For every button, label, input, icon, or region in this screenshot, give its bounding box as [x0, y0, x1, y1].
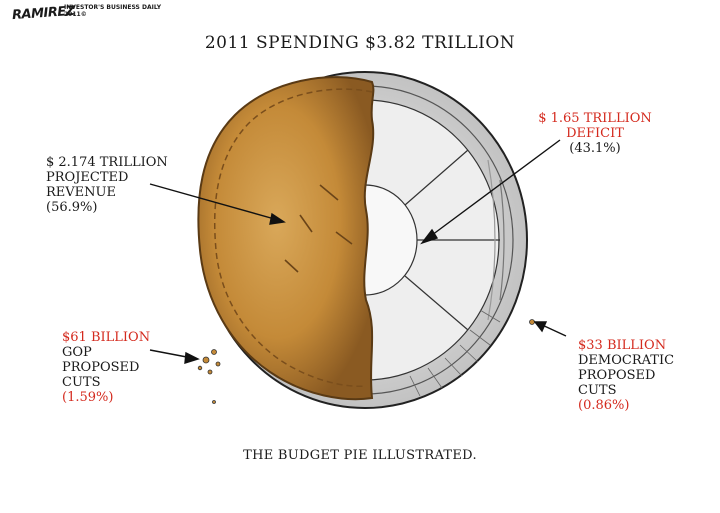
democratic-cuts-label: $33 BILLION DEMOCRATIC PROPOSED CUTS (0.…	[578, 338, 674, 413]
credit-line-year: 2011©	[64, 11, 87, 18]
dem-percent: (0.86%)	[578, 398, 630, 413]
deficit-label: $ 1.65 TRILLION DEFICIT (43.1%)	[530, 111, 660, 156]
credit-line-publication: INVESTOR'S BUSINESS DAILY	[64, 4, 162, 11]
deficit-line2: DEFICIT	[566, 126, 624, 141]
dem-line3: PROPOSED	[578, 368, 656, 383]
gop-amount: $61 BILLION	[62, 330, 151, 345]
revenue-arrow	[149, 183, 286, 225]
deficit-percent: (43.1%)	[569, 141, 621, 156]
dem-line4: CUTS	[578, 383, 617, 398]
publication-credit: INVESTOR'S BUSINESS DAILY 2011©	[64, 4, 161, 18]
deficit-amount: $ 1.65 TRILLION	[538, 111, 652, 126]
cartoon-caption: THE BUDGET PIE ILLUSTRATED.	[243, 448, 477, 463]
gop-line4: CUTS	[62, 375, 101, 390]
gop-line2: GOP	[62, 345, 92, 360]
revenue-label: $ 2.174 TRILLION PROJECTED REVENUE (56.9…	[46, 155, 168, 215]
dem-amount: $33 BILLION	[578, 338, 667, 353]
democratic-cuts-crumb	[529, 319, 535, 325]
revenue-percent: (56.9%)	[46, 200, 98, 215]
revenue-line2: PROJECTED	[46, 170, 129, 185]
gop-line3: PROPOSED	[62, 360, 140, 375]
gop-percent: (1.59%)	[62, 390, 114, 405]
pie-crust-half	[197, 76, 375, 401]
gop-cuts-crumbs	[197, 349, 221, 404]
gop-arrow	[149, 349, 200, 364]
revenue-line3: REVENUE	[46, 185, 116, 200]
dem-line2: DEMOCRATIC	[578, 353, 675, 368]
revenue-amount: $ 2.174 TRILLION	[46, 155, 168, 170]
democratic-arrow	[533, 321, 567, 337]
gop-cuts-label: $61 BILLION GOP PROPOSED CUTS (1.59%)	[62, 330, 150, 405]
deficit-arrow	[420, 139, 561, 245]
cartoon-title: 2011 SPENDING $3.82 TRILLION	[204, 33, 516, 53]
